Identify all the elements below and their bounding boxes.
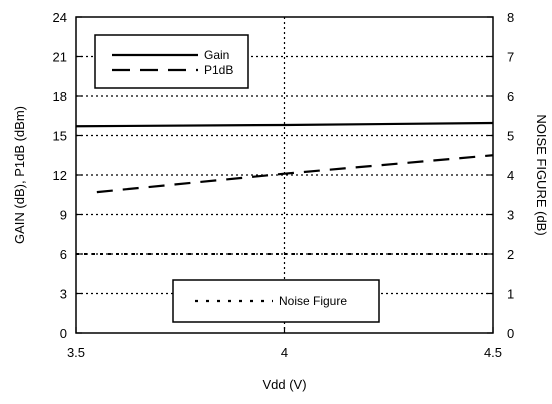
y2-tick-label: 7 [507,50,514,65]
legend-label: P1dB [204,63,233,77]
legend-label: Noise Figure [279,294,347,308]
y-tick-label: 3 [60,287,67,302]
x-tick-label: 4 [281,345,288,360]
y-tick-label: 18 [53,89,67,104]
y-tick-label: 9 [60,208,67,223]
y2-tick-label: 8 [507,10,514,25]
tick-marks [75,16,494,334]
y-tick-label: 6 [60,247,67,262]
y2-tick-label: 6 [507,89,514,104]
y2-tick-label: 2 [507,247,514,262]
y-tick-label: 24 [53,10,67,25]
y2-tick-label: 1 [507,287,514,302]
y2-axis-label: NOISE FIGURE (dB) [534,114,549,235]
x-tick-label: 3.5 [67,345,85,360]
y-axis-label: GAIN (dB), P1dB (dBm) [12,106,27,244]
legend-box [94,34,249,89]
y-tick-label: 0 [60,326,67,341]
legend-box [172,279,380,323]
y-tick-label: 21 [53,50,67,65]
legend-bottom-center: Noise Figure [172,279,380,323]
y2-tick-label: 0 [507,326,514,341]
y-tick-label: 15 [53,129,67,144]
y2-tick-label: 3 [507,208,514,223]
y2-tick-label: 5 [507,129,514,144]
x-tick-label: 4.5 [484,345,502,360]
legend-label: Gain [204,48,229,62]
series-line-gain [75,121,494,128]
y2-tick-label: 4 [507,168,514,183]
x-axis-label: Vdd (V) [262,377,306,392]
series-lines [75,121,494,255]
series-line-p1db [96,154,494,194]
y-tick-label: 12 [53,168,67,183]
